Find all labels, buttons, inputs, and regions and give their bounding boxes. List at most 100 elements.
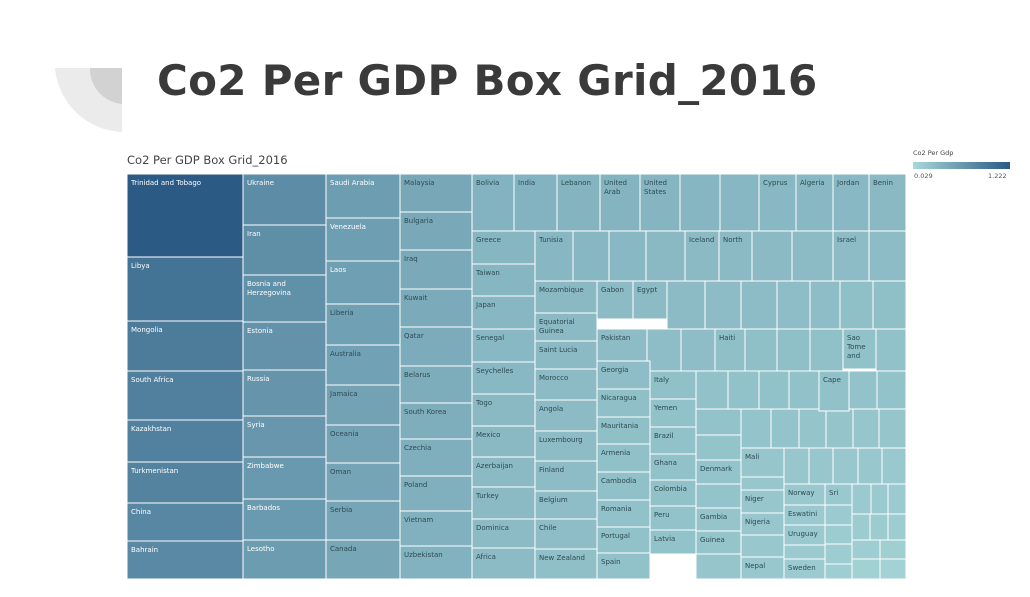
treemap-label-uruguay: Uruguay: [788, 530, 818, 538]
treemap-cell-unlabeled: [848, 370, 878, 410]
treemap-cell-unlabeled: [666, 280, 706, 330]
treemap-cell-united-states: [639, 174, 681, 232]
slide-title: Co2 Per GDP Box Grid_2016: [157, 56, 818, 105]
treemap-label-equatorial-guinea: Equatorial Guinea: [539, 318, 575, 335]
treemap-cell-unlabeled: [695, 370, 729, 410]
treemap-cell-lebanon: [556, 174, 601, 232]
treemap-cell-unlabeled: [851, 513, 871, 541]
treemap-label-qatar: Qatar: [404, 332, 424, 340]
legend-color-ramp: [913, 162, 1010, 169]
treemap-label-tunisia: Tunisia: [538, 236, 563, 244]
treemap-cell-lesotho: [242, 539, 327, 580]
treemap-label-bahrain: Bahrain: [131, 546, 158, 554]
treemap-cell-colombia: [649, 479, 697, 507]
treemap-cell-unlabeled: [872, 280, 906, 330]
treemap-label-togo: Togo: [475, 399, 492, 407]
treemap-cell-unlabeled: [832, 447, 859, 485]
treemap-label-nigeria: Nigeria: [745, 518, 770, 526]
treemap-label-cape: Cape: [823, 376, 841, 384]
treemap-cell-unlabeled: [791, 230, 834, 282]
treemap-label-south-korea: South Korea: [404, 408, 446, 416]
treemap-label-mauritania: Mauritania: [601, 422, 638, 430]
treemap-label-bosnia-and-herzegovina: Bosnia and Herzegovina: [247, 280, 291, 297]
treemap-cell-unlabeled: [776, 280, 811, 330]
treemap-label-luxembourg: Luxembourg: [539, 436, 583, 444]
treemap-cell-nicaragua: [596, 388, 651, 418]
treemap-label-chile: Chile: [539, 524, 557, 532]
treemap-cell-unlabeled: [824, 543, 853, 565]
treemap-cell-unlabeled: [824, 563, 853, 580]
treemap-label-bulgaria: Bulgaria: [404, 217, 433, 225]
treemap-label-canada: Canada: [330, 545, 357, 553]
treemap-label-zimbabwe: Zimbabwe: [247, 462, 284, 470]
treemap-cell-unlabeled: [740, 280, 778, 330]
treemap-label-spain: Spain: [601, 558, 621, 566]
treemap-label-north: North: [723, 236, 743, 244]
treemap-label-jordan: Jordan: [836, 179, 859, 187]
treemap-label-cyprus: Cyprus: [763, 179, 788, 187]
treemap-cell-unlabeled: [740, 408, 772, 449]
treemap-cell-canada: [325, 539, 401, 580]
treemap-cell-unlabeled: [808, 447, 834, 485]
treemap-cell-japan: [471, 295, 536, 330]
treemap-cell-unlabeled: [788, 370, 820, 410]
treemap-cell-yemen: [649, 398, 697, 428]
treemap-cell-sri: [824, 483, 853, 506]
treemap-label-senegal: Senegal: [476, 334, 504, 342]
decorative-arc-inner: [89, 68, 122, 104]
treemap-cell-unlabeled: [824, 504, 853, 526]
treemap-label-jamaica: Jamaica: [329, 390, 358, 398]
treemap-label-romania: Romania: [601, 505, 632, 513]
treemap-label-egypt: Egypt: [637, 286, 657, 294]
treemap-cell-barbados: [242, 498, 327, 541]
treemap-cell-tunisia: [534, 230, 574, 282]
treemap-cell-unlabeled: [783, 544, 826, 560]
treemap-label-liberia: Liberia: [330, 309, 354, 317]
treemap-cell-israel: [832, 230, 870, 282]
treemap-cell-unlabeled: [719, 174, 760, 232]
treemap-label-czechia: Czechia: [404, 444, 431, 452]
treemap-label-bolivia: Bolivia: [476, 179, 499, 187]
treemap-cell-laos: [325, 260, 401, 305]
treemap-cell-benin: [868, 174, 906, 232]
treemap-cell-uruguay: [783, 524, 826, 546]
treemap-label-dominica: Dominica: [476, 524, 509, 532]
treemap-cell-latvia: [649, 529, 697, 555]
treemap-cell-unlabeled: [881, 447, 906, 485]
treemap-cell-unlabeled: [727, 370, 760, 410]
treemap-cell-unlabeled: [704, 280, 742, 330]
treemap-cell-unlabeled: [879, 539, 906, 560]
treemap-label-finland: Finland: [539, 466, 564, 474]
treemap-label-serbia: Serbia: [330, 506, 352, 514]
treemap-label-taiwan: Taiwan: [475, 269, 500, 277]
treemap-label-angola: Angola: [539, 405, 563, 413]
treemap-cell-unlabeled: [776, 328, 811, 372]
treemap-label-saint-lucia: Saint Lucia: [539, 346, 577, 354]
treemap-label-gambia: Gambia: [700, 513, 727, 521]
treemap-cell-cape: [818, 370, 850, 412]
treemap-cell-egypt: [632, 280, 668, 320]
treemap-label-denmark: Denmark: [700, 465, 733, 473]
treemap-label-mongolia: Mongolia: [131, 326, 163, 334]
treemap-cell-azerbaijan: [471, 456, 536, 488]
treemap-label-nepal: Nepal: [745, 562, 765, 570]
treemap-cell-unlabeled: [695, 553, 742, 580]
treemap-cell-unlabeled: [679, 174, 721, 232]
treemap-label-niger: Niger: [745, 495, 764, 503]
treemap-cell-unlabeled: [868, 230, 906, 282]
treemap-cell-sweden: [783, 558, 826, 580]
treemap-label-kuwait: Kuwait: [404, 294, 428, 302]
treemap-label-new-zealand: New Zealand: [539, 554, 585, 562]
treemap-cell-armenia: [596, 443, 651, 473]
treemap-cell-kuwait: [399, 288, 473, 328]
treemap-label-south-africa: South Africa: [131, 376, 174, 384]
treemap-cell-uzbekistan: [399, 545, 473, 580]
treemap-cell-unlabeled: [751, 230, 793, 282]
treemap-label-libya: Libya: [131, 262, 150, 270]
treemap-cell-unlabeled: [870, 483, 889, 515]
treemap-cell-finland: [534, 460, 598, 492]
treemap-chart: Trinidad and Tobago Libya Mongolia South Af…: [127, 174, 906, 580]
treemap-cell-guinea: [695, 530, 742, 555]
treemap-label-haiti: Haiti: [719, 334, 735, 342]
treemap-label-cambodia: Cambodia: [601, 477, 636, 485]
